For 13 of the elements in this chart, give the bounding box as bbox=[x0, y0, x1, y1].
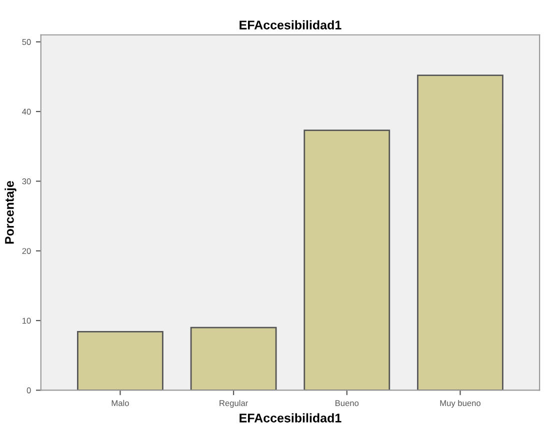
chart-title: EFAccesibilidad1 bbox=[240, 20, 342, 30]
y-tick-label: 40 bbox=[22, 108, 31, 115]
y-tick-label: 0 bbox=[26, 387, 31, 394]
x-tick-label: Malo bbox=[112, 400, 129, 406]
x-axis-title: EFAccesibilidad1 bbox=[240, 413, 342, 422]
y-tick-label: 30 bbox=[22, 178, 31, 184]
x-tick-label: Muy bueno bbox=[440, 400, 480, 408]
y-tick-label: 20 bbox=[22, 248, 31, 254]
x-tick-label: Regular bbox=[220, 400, 248, 408]
y-axis-title: Porcentaje bbox=[4, 181, 16, 244]
x-tick-label: Bueno bbox=[336, 400, 359, 406]
y-tick-label: 50 bbox=[22, 39, 31, 45]
y-tick-label: 10 bbox=[22, 318, 31, 324]
